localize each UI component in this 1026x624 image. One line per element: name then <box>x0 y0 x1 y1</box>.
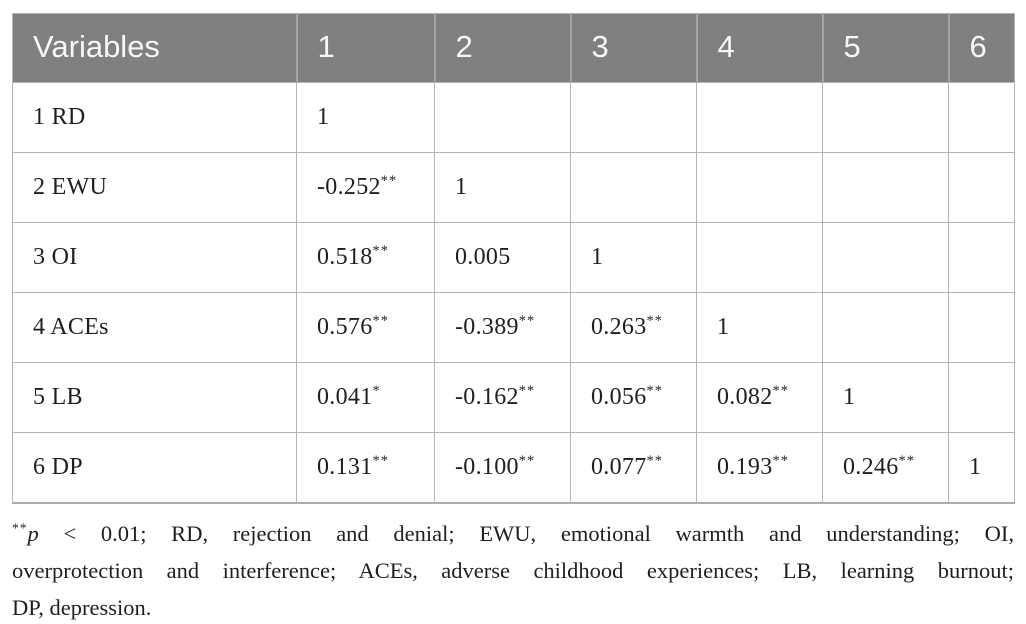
corr-cell <box>696 82 823 153</box>
row-label: 6 DP <box>12 432 297 503</box>
significance-marker: ** <box>12 520 28 535</box>
corr-cell: 0.056** <box>570 362 697 433</box>
corr-cell <box>696 222 823 293</box>
corr-cell: 1 <box>296 82 435 153</box>
significance-marker: ** <box>772 452 789 469</box>
corr-cell: 1 <box>434 152 571 223</box>
significance-marker: ** <box>646 383 663 399</box>
corr-cell <box>822 292 949 363</box>
footnote-line-2: overprotection and interference; ACEs, a… <box>12 557 1014 583</box>
significance-marker: ** <box>518 452 536 469</box>
significance-marker: ** <box>646 313 663 329</box>
significance-marker: ** <box>518 313 536 329</box>
corr-cell: -0.252** <box>296 152 435 223</box>
correlation-table: Variables 1 2 3 4 5 6 1 RD 1 2 EWU -0.252** 1 3 OI 0… <box>12 13 1015 504</box>
corr-cell <box>822 152 949 223</box>
p-symbol: p <box>27 520 39 546</box>
corr-cell <box>948 152 1015 223</box>
significance-marker: ** <box>518 383 536 399</box>
corr-cell <box>948 292 1015 363</box>
corr-cell: 1 <box>696 292 823 363</box>
header-variables: Variables <box>12 13 297 83</box>
corr-cell: -0.162** <box>434 362 571 433</box>
table-header-row: Variables 1 2 3 4 5 6 <box>12 13 1015 83</box>
corr-cell <box>822 222 949 293</box>
corr-cell <box>948 82 1015 153</box>
header-col-1: 1 <box>295 13 435 83</box>
corr-cell: 0.082** <box>696 362 823 433</box>
table-header: Variables 1 2 3 4 5 6 <box>12 13 1015 83</box>
header-col-2: 2 <box>433 13 571 83</box>
footnote-line-3: DP, depression. <box>12 594 152 620</box>
corr-cell: 0.131** <box>296 432 435 503</box>
significance-marker: * <box>372 383 381 399</box>
corr-cell: 0.077** <box>570 432 697 503</box>
corr-cell <box>696 152 823 223</box>
corr-cell <box>570 82 697 153</box>
significance-marker: ** <box>772 383 789 399</box>
corr-cell <box>822 82 949 153</box>
table-row: 2 EWU -0.252** 1 <box>12 152 1015 223</box>
row-label: 4 ACEs <box>12 292 297 363</box>
corr-cell: 0.576** <box>296 292 435 363</box>
corr-cell <box>434 82 571 153</box>
significance-marker: ** <box>380 173 398 189</box>
significance-marker: ** <box>372 243 389 259</box>
table-row: 4 ACEs 0.576** -0.389** 0.263** 1 <box>12 292 1015 363</box>
corr-cell <box>948 222 1015 293</box>
row-label: 1 RD <box>12 82 297 153</box>
corr-cell: 0.005 <box>434 222 571 293</box>
row-label: 2 EWU <box>12 152 297 223</box>
significance-marker: ** <box>372 452 389 469</box>
corr-cell: 0.246** <box>822 432 949 503</box>
corr-cell <box>948 362 1015 433</box>
table-body: 1 RD 1 2 EWU -0.252** 1 3 OI 0.518** 0.005 1 4 AC… <box>12 82 1015 503</box>
significance-marker: ** <box>646 452 663 469</box>
table-row: 1 RD 1 <box>12 82 1015 153</box>
corr-cell: 0.518** <box>296 222 435 293</box>
corr-cell: 0.263** <box>570 292 697 363</box>
corr-cell: 1 <box>822 362 949 433</box>
row-label: 5 LB <box>12 362 297 433</box>
header-col-3: 3 <box>569 13 697 83</box>
header-col-4: 4 <box>695 13 823 83</box>
corr-cell: 0.041* <box>296 362 435 433</box>
corr-cell: 0.193** <box>696 432 823 503</box>
table-footnote: **p < 0.01; RD, rejection and denial; EW… <box>12 515 1014 624</box>
corr-cell: 1 <box>948 432 1015 503</box>
row-label: 3 OI <box>12 222 297 293</box>
header-col-6: 6 <box>947 13 1015 83</box>
table-row: 3 OI 0.518** 0.005 1 <box>12 222 1015 293</box>
corr-cell: 1 <box>570 222 697 293</box>
footnote-line-1: **p < 0.01; RD, rejection and denial; EW… <box>12 515 1014 552</box>
significance-marker: ** <box>898 452 915 469</box>
corr-cell: -0.389** <box>434 292 571 363</box>
footnote-text: < 0.01; RD, rejection and denial; EWU, e… <box>38 520 1014 546</box>
table-row: 6 DP 0.131** -0.100** 0.077** 0.193** 0.246**… <box>12 432 1015 503</box>
header-col-5: 5 <box>821 13 949 83</box>
corr-cell: -0.100** <box>434 432 571 503</box>
significance-marker: ** <box>372 313 389 329</box>
corr-cell <box>570 152 697 223</box>
table-row: 5 LB 0.041* -0.162** 0.056** 0.082** 1 <box>12 362 1015 433</box>
